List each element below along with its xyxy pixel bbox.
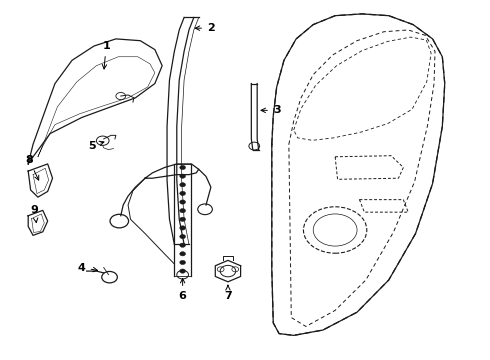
- Circle shape: [180, 226, 186, 230]
- Circle shape: [180, 208, 186, 213]
- Text: 9: 9: [30, 205, 38, 222]
- Circle shape: [180, 165, 186, 170]
- Text: 4: 4: [78, 262, 98, 273]
- Circle shape: [180, 260, 186, 265]
- Text: 8: 8: [25, 156, 39, 180]
- Circle shape: [180, 252, 186, 256]
- Circle shape: [180, 183, 186, 187]
- Text: 5: 5: [88, 141, 104, 151]
- Circle shape: [180, 217, 186, 221]
- Text: 3: 3: [261, 105, 280, 115]
- Circle shape: [180, 174, 186, 178]
- Circle shape: [180, 269, 186, 273]
- Text: 1: 1: [102, 41, 110, 69]
- Circle shape: [180, 243, 186, 247]
- Circle shape: [180, 191, 186, 195]
- Circle shape: [180, 234, 186, 239]
- Text: 7: 7: [224, 285, 232, 301]
- Text: 6: 6: [179, 279, 187, 301]
- Text: 2: 2: [196, 23, 215, 33]
- Circle shape: [180, 200, 186, 204]
